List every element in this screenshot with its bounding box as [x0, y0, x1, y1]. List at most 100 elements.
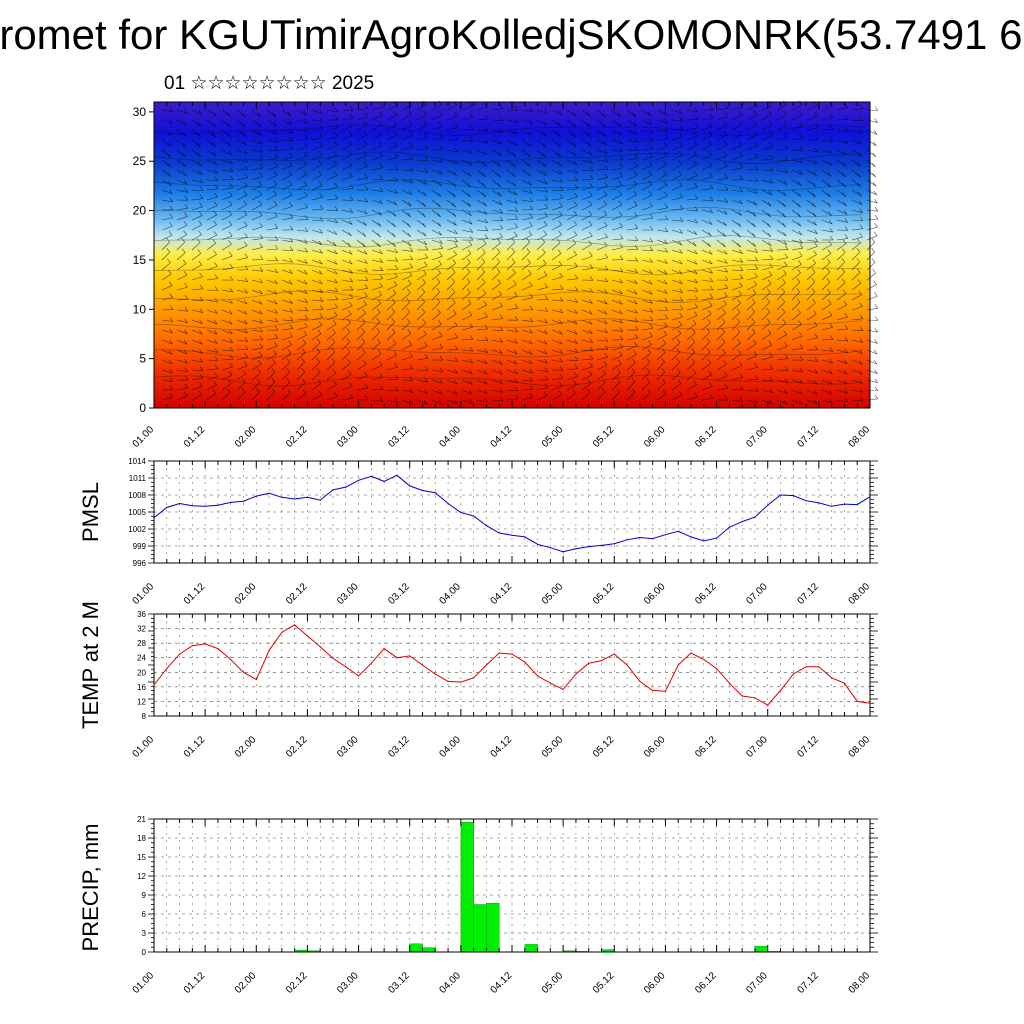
wind-barb-flag: [318, 150, 323, 156]
wind-barb: [236, 109, 246, 118]
wind-barb: [656, 372, 665, 381]
wind-barb-flag: [543, 121, 547, 126]
wind-barb-flag: [379, 385, 384, 390]
wind-barb-flag: [798, 100, 802, 105]
wind-barb-flag: [676, 338, 681, 343]
wind-barb-flag: [812, 202, 816, 208]
wind-barb-flag: [229, 338, 233, 343]
wind-barb: [656, 279, 668, 285]
wind-barb: [866, 349, 878, 355]
wind-barb-flag: [454, 123, 459, 128]
wind-barb-flag: [859, 326, 864, 331]
wind-barb-flag: [436, 287, 440, 293]
wind-barb: [821, 149, 833, 154]
x-tick-label: 01.12: [182, 581, 208, 607]
wind-barb: [236, 194, 248, 201]
wind-barb: [806, 239, 818, 242]
wind-barb-flag: [333, 171, 338, 176]
wind-barb: [311, 154, 322, 161]
wind-barb-flag: [199, 366, 204, 371]
wind-barb-flag: [736, 328, 741, 333]
wind-barb-flag: [468, 240, 473, 246]
wind-barb-flag: [333, 141, 338, 146]
wind-barb-flag: [394, 189, 398, 194]
wind-barb-flag: [423, 180, 428, 185]
wind-barb: [641, 174, 652, 181]
wind-barb: [311, 351, 320, 361]
wind-barb-flag: [182, 162, 186, 167]
y-tick-label: 21: [137, 815, 146, 824]
wind-barb: [686, 239, 697, 247]
wind-barb: [836, 243, 847, 251]
wind-barb: [281, 184, 292, 191]
wind-barb-flag: [694, 107, 699, 112]
wind-barb-flag: [304, 203, 308, 208]
wind-barb-flag: [736, 308, 741, 313]
wind-barb-flag: [363, 121, 368, 126]
wind-barb-flag: [529, 293, 534, 298]
wind-barb: [206, 214, 217, 221]
wind-barb: [866, 209, 878, 212]
wind-barb: [356, 259, 368, 264]
wind-barb-flag: [243, 310, 248, 315]
wind-barb: [716, 295, 728, 301]
wind-barb: [521, 241, 530, 251]
wind-barb-flag: [753, 120, 757, 125]
wind-barb: [371, 189, 383, 192]
wind-barb-flag: [766, 298, 770, 303]
wind-barb-flag: [544, 358, 548, 364]
wind-barb-flag: [618, 131, 622, 136]
wind-barb-flag: [258, 359, 262, 365]
wind-barb-flag: [543, 171, 547, 176]
wind-barb: [401, 189, 413, 196]
wind-barb-flag: [784, 245, 789, 250]
wind-barb: [866, 169, 876, 178]
data-point: [652, 538, 654, 540]
wind-barb-flag: [694, 194, 699, 200]
wind-barb-flag: [619, 255, 624, 260]
wind-barb-flag: [484, 138, 488, 144]
data-point: [767, 704, 769, 706]
wind-barb-flag: [454, 399, 458, 405]
wind-barb-flag: [182, 142, 186, 148]
wind-barb: [551, 242, 561, 251]
wind-barb-flag: [364, 268, 369, 273]
wind-barb: [866, 272, 876, 281]
wind-barb-flag: [574, 286, 579, 291]
wind-barb-flag: [288, 191, 293, 196]
wind-barb: [446, 189, 456, 198]
wind-barb-flag: [289, 269, 293, 274]
wind-barb: [191, 179, 203, 183]
wind-barb: [191, 234, 202, 241]
wind-barb: [806, 116, 818, 121]
wind-barb-flag: [243, 221, 248, 226]
wind-barb-flag: [874, 394, 879, 400]
wind-barb-flag: [379, 102, 383, 108]
wind-barb: [551, 253, 562, 261]
wind-barb-flag: [228, 309, 233, 315]
wind-barb: [806, 179, 817, 187]
wind-barb-flag: [841, 267, 845, 273]
wind-barb-flag: [676, 357, 680, 363]
wind-barb-flag: [213, 201, 218, 206]
wind-barb-flag: [273, 190, 277, 195]
wind-barb: [686, 384, 697, 391]
wind-barb-flag: [799, 356, 804, 361]
x-tick-label: 02.00: [233, 734, 259, 760]
wind-barb-flag: [393, 110, 398, 116]
data-point: [562, 688, 564, 691]
wind-barb-flag: [649, 144, 654, 149]
data-point: [792, 495, 794, 497]
wind-barb-flag: [694, 392, 698, 397]
wind-barb-flag: [739, 397, 744, 402]
wind-barb: [761, 158, 773, 161]
wind-barb: [386, 134, 397, 141]
wind-barb-flag: [496, 257, 500, 263]
wind-barb-flag: [811, 288, 816, 293]
wind-barb-flag: [229, 263, 234, 269]
wind-barb-flag: [543, 221, 548, 226]
wind-barb-flag: [874, 223, 878, 228]
wind-barb: [326, 249, 338, 255]
wind-barb: [266, 248, 278, 251]
wind-barb-flag: [679, 304, 684, 310]
